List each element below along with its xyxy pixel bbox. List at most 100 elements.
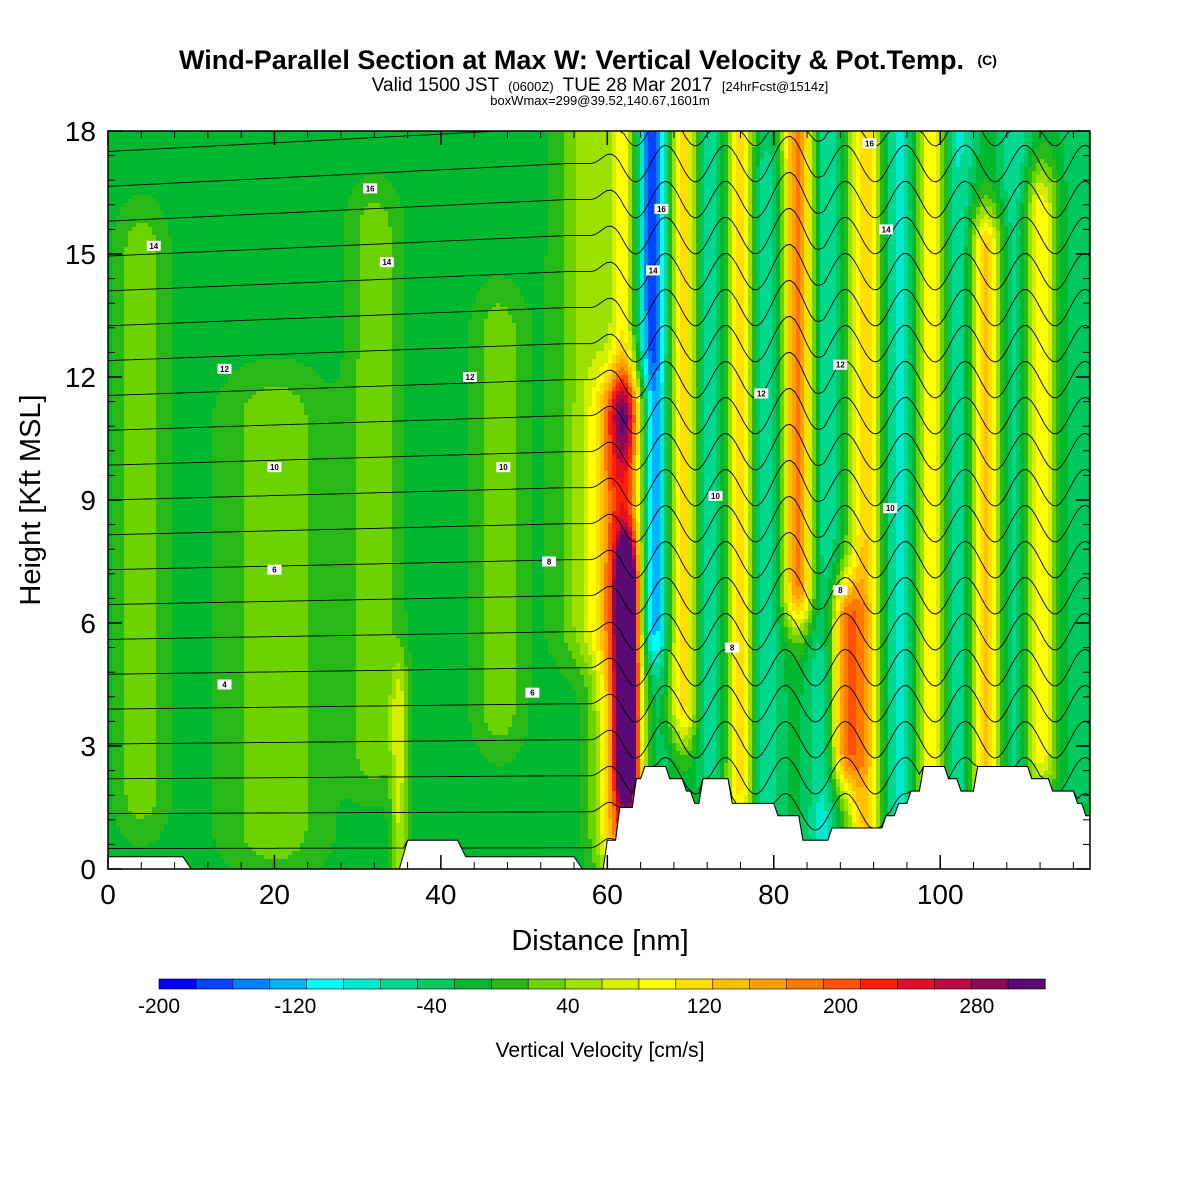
- velocity-cell: [112, 835, 116, 839]
- velocity-cell: [120, 291, 124, 295]
- velocity-cell: [116, 491, 120, 495]
- velocity-cell: [124, 483, 128, 487]
- velocity-cell: [116, 543, 120, 547]
- velocity-cell: [120, 543, 124, 547]
- velocity-cell: [132, 487, 136, 491]
- velocity-cell: [128, 343, 132, 347]
- velocity-cell: [116, 683, 120, 687]
- velocity-cell: [112, 675, 116, 679]
- velocity-cell: [112, 307, 116, 311]
- velocity-cell: [120, 319, 124, 323]
- velocity-cell: [128, 491, 132, 495]
- velocity-cell: [112, 583, 116, 587]
- velocity-cell: [120, 555, 124, 559]
- velocity-cell: [128, 267, 132, 271]
- velocity-cell: [128, 135, 132, 139]
- velocity-cell: [128, 543, 132, 547]
- velocity-cell: [132, 155, 136, 159]
- velocity-cell: [120, 191, 124, 195]
- velocity-cell: [128, 691, 132, 695]
- velocity-cell: [128, 703, 132, 707]
- velocity-cell: [116, 771, 120, 775]
- velocity-cell: [128, 251, 132, 255]
- velocity-cell: [128, 215, 132, 219]
- velocity-cell: [120, 675, 124, 679]
- velocity-cell: [128, 459, 132, 463]
- velocity-cell: [112, 163, 116, 167]
- velocity-cell: [116, 271, 120, 275]
- velocity-cell: [124, 603, 128, 607]
- velocity-cell: [112, 471, 116, 475]
- velocity-cell: [124, 583, 128, 587]
- velocity-cell: [116, 791, 120, 795]
- velocity-cell: [120, 483, 124, 487]
- velocity-cell: [128, 551, 132, 555]
- velocity-cell: [120, 311, 124, 315]
- velocity-cell: [128, 847, 132, 851]
- velocity-cell: [120, 199, 124, 203]
- velocity-cell: [120, 583, 124, 587]
- velocity-cell: [124, 527, 128, 531]
- velocity-cell: [120, 187, 124, 191]
- velocity-cell: [132, 411, 136, 415]
- velocity-cell: [112, 431, 116, 435]
- velocity-cell: [112, 135, 116, 139]
- velocity-cell: [124, 203, 128, 207]
- velocity-cell: [132, 243, 136, 247]
- velocity-cell: [124, 679, 128, 683]
- velocity-cell: [112, 507, 116, 511]
- velocity-cell: [112, 519, 116, 523]
- velocity-cell: [124, 303, 128, 307]
- velocity-cell: [132, 455, 136, 459]
- velocity-cell: [124, 247, 128, 251]
- velocity-cell: [128, 411, 132, 415]
- velocity-cell: [128, 711, 132, 715]
- velocity-cell: [124, 355, 128, 359]
- subtitle-utc: (0600Z): [508, 79, 554, 94]
- velocity-cell: [132, 343, 136, 347]
- velocity-cell: [128, 815, 132, 819]
- velocity-cell: [112, 415, 116, 419]
- velocity-cell: [132, 335, 136, 339]
- velocity-cell: [112, 763, 116, 767]
- velocity-cell: [116, 335, 120, 339]
- velocity-cell: [124, 475, 128, 479]
- velocity-cell: [112, 555, 116, 559]
- copyright-mark: (C): [978, 52, 997, 68]
- velocity-cell: [132, 255, 136, 259]
- velocity-cell: [120, 507, 124, 511]
- velocity-cell: [124, 223, 128, 227]
- velocity-cell: [124, 455, 128, 459]
- velocity-cell: [124, 803, 128, 807]
- velocity-cell: [128, 479, 132, 483]
- velocity-cell: [120, 343, 124, 347]
- velocity-cell: [116, 559, 120, 563]
- velocity-cell: [116, 179, 120, 183]
- velocity-cell: [116, 659, 120, 663]
- velocity-cell: [112, 803, 116, 807]
- velocity-cell: [116, 407, 120, 411]
- velocity-cell: [112, 831, 116, 835]
- velocity-cell: [128, 607, 132, 611]
- velocity-cell: [128, 303, 132, 307]
- velocity-cell: [112, 771, 116, 775]
- velocity-cell: [124, 511, 128, 515]
- velocity-cell: [112, 231, 116, 235]
- velocity-cell: [124, 175, 128, 179]
- velocity-cell: [120, 391, 124, 395]
- velocity-cell: [124, 267, 128, 271]
- velocity-cell: [132, 227, 136, 231]
- velocity-cell: [120, 631, 124, 635]
- velocity-cell: [132, 283, 136, 287]
- velocity-cell: [116, 223, 120, 227]
- velocity-cell: [128, 427, 132, 431]
- velocity-cell: [124, 835, 128, 839]
- velocity-cell: [116, 767, 120, 771]
- velocity-cell: [124, 367, 128, 371]
- velocity-cell: [120, 783, 124, 787]
- velocity-cell: [112, 355, 116, 359]
- velocity-cell: [120, 611, 124, 615]
- velocity-cell: [124, 263, 128, 267]
- velocity-cell: [124, 231, 128, 235]
- velocity-cell: [116, 787, 120, 791]
